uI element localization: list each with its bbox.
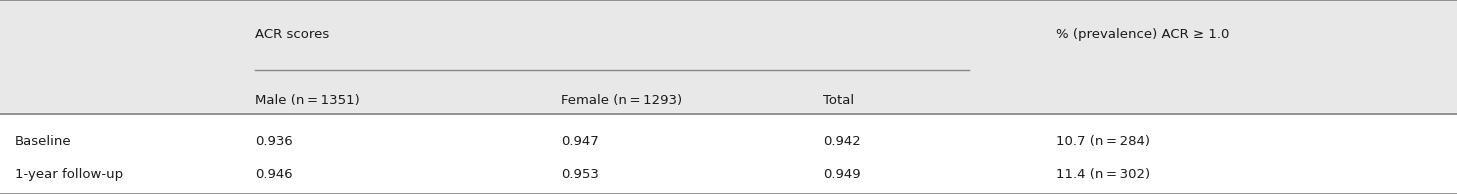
- Text: 0.942: 0.942: [823, 135, 861, 148]
- Text: 1-year follow-up: 1-year follow-up: [15, 168, 122, 181]
- Text: 0.947: 0.947: [561, 135, 599, 148]
- Bar: [0, 113, 1457, 194]
- Text: 11.4 (n = 302): 11.4 (n = 302): [1056, 168, 1151, 181]
- Text: % (prevalence) ACR ≥ 1.0: % (prevalence) ACR ≥ 1.0: [1056, 28, 1230, 42]
- Text: ACR scores: ACR scores: [255, 28, 329, 42]
- Text: Total: Total: [823, 94, 854, 107]
- Text: Baseline: Baseline: [15, 135, 71, 148]
- Text: 0.936: 0.936: [255, 135, 293, 148]
- Text: Male (n = 1351): Male (n = 1351): [255, 94, 360, 107]
- Text: 10.7 (n = 284): 10.7 (n = 284): [1056, 135, 1151, 148]
- Text: Female (n = 1293): Female (n = 1293): [561, 94, 682, 107]
- Text: 0.949: 0.949: [823, 168, 861, 181]
- Text: 0.953: 0.953: [561, 168, 599, 181]
- Text: 0.946: 0.946: [255, 168, 293, 181]
